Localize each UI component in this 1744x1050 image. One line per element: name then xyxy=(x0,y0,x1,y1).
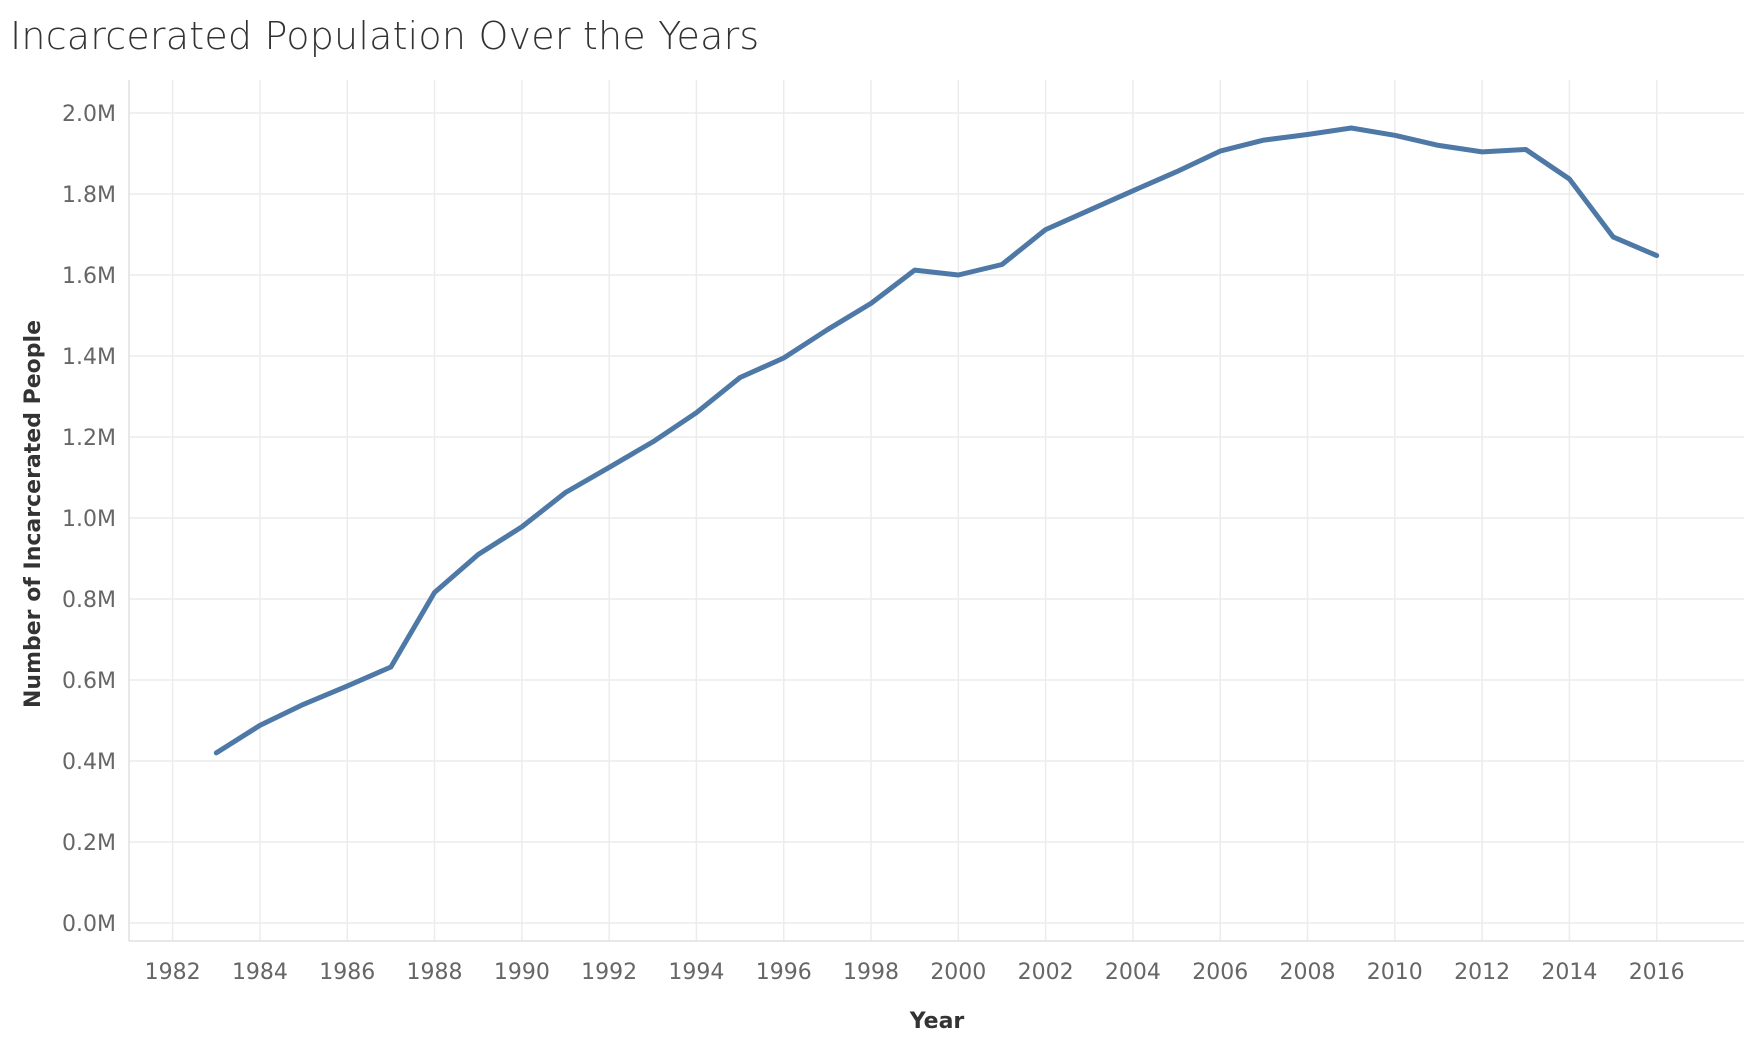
x-tick-label-1992: 1992 xyxy=(581,960,637,985)
x-tick-label-2006: 2006 xyxy=(1192,960,1248,985)
y-tick-label-5: 1.0M xyxy=(62,507,116,532)
y-axis-title: Number of Incarcerated People xyxy=(21,320,46,708)
x-axis-title: Year xyxy=(909,1009,965,1034)
x-tick-label-2002: 2002 xyxy=(1018,960,1074,985)
x-tick-label-1998: 1998 xyxy=(843,960,899,985)
x-tick-label-1996: 1996 xyxy=(756,960,812,985)
x-tick-label-1988: 1988 xyxy=(407,960,463,985)
y-tick-label-2: 0.4M xyxy=(62,750,116,775)
x-tick-label-2010: 2010 xyxy=(1367,960,1423,985)
x-tick-labels: 1982 1984 1986 1988 1990 1992 1994 1996 1998 2000… xyxy=(145,960,1685,985)
y-tick-label-3: 0.6M xyxy=(62,669,116,694)
x-tick-label-2014: 2014 xyxy=(1541,960,1597,985)
series-line-0 xyxy=(213,125,1660,756)
x-tick-label-2012: 2012 xyxy=(1454,960,1510,985)
x-tick-label-1982: 1982 xyxy=(145,960,201,985)
axes xyxy=(128,80,1744,942)
x-tick-label-2016: 2016 xyxy=(1629,960,1685,985)
y-tick-label-6: 1.2M xyxy=(62,426,116,451)
x-tick-label-2008: 2008 xyxy=(1280,960,1336,985)
series-layer xyxy=(213,125,1660,756)
chart-title: Incarcerated Population Over the Years xyxy=(10,14,760,58)
x-tick-label-2000: 2000 xyxy=(930,960,986,985)
y-tick-label-8: 1.6M xyxy=(62,264,116,289)
y-tick-label-4: 0.8M xyxy=(62,588,116,613)
y-tick-label-1: 0.2M xyxy=(62,831,116,856)
x-tick-label-1984: 1984 xyxy=(232,960,288,985)
x-tick-label-2004: 2004 xyxy=(1105,960,1161,985)
y-tick-label-7: 1.4M xyxy=(62,345,116,370)
x-tick-label-1986: 1986 xyxy=(319,960,375,985)
gridlines xyxy=(129,80,1744,941)
x-tick-label-1994: 1994 xyxy=(668,960,724,985)
y-tick-label-9: 1.8M xyxy=(62,183,116,208)
y-tick-label-0: 0.0M xyxy=(62,912,116,937)
y-tick-labels: 0.0M 0.2M 0.4M 0.6M 0.8M 1.0M 1.2M 1.4M 1.6M 1.8M… xyxy=(62,102,116,937)
y-tick-label-10: 2.0M xyxy=(62,102,116,127)
x-tick-label-1990: 1990 xyxy=(494,960,550,985)
